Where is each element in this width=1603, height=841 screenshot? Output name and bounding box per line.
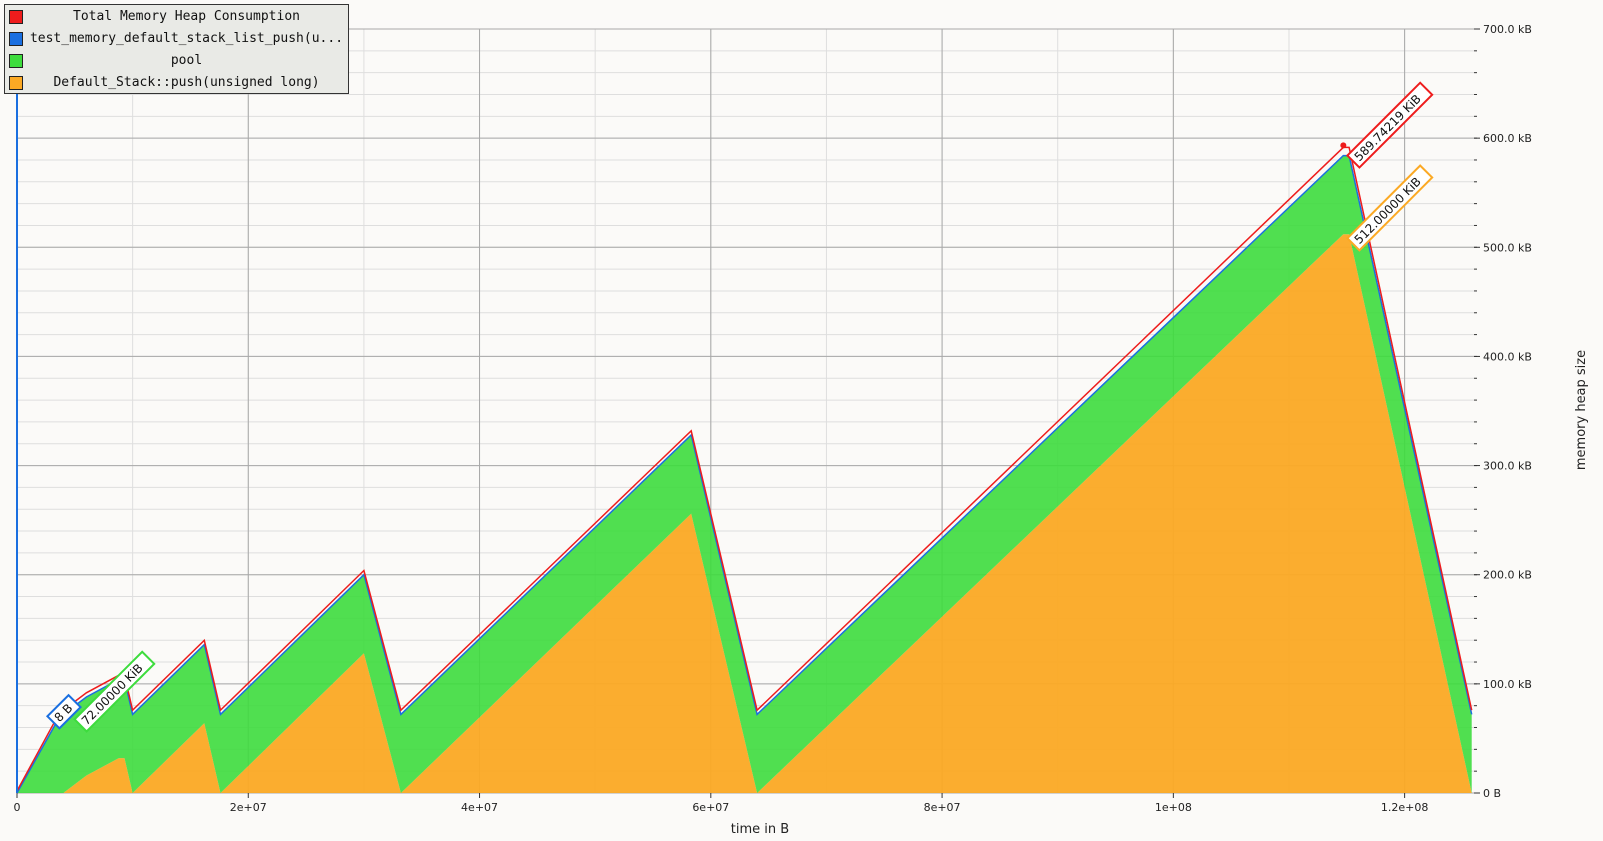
- area-default-stack-push: [17, 234, 1472, 793]
- legend-swatch-total: [9, 10, 23, 24]
- y-tick-label: 400.0 kB: [1483, 350, 1532, 363]
- annotation-test-function-box: [45, 693, 82, 730]
- legend-item-pool: pool: [5, 50, 348, 72]
- legend-item-test-function: test_memory_default_stack_list_push(u...: [5, 28, 348, 50]
- annotation-total-peak-box: [1345, 81, 1434, 169]
- x-tick-label: 4e+07: [461, 801, 498, 814]
- legend: Total Memory Heap Consumption test_memor…: [4, 4, 349, 94]
- legend-item-total: Total Memory Heap Consumption: [5, 6, 348, 28]
- legend-label-test-function: test_memory_default_stack_list_push(u...: [29, 31, 344, 46]
- legend-swatch-pool: [9, 54, 23, 68]
- y-tick-label: 700.0 kB: [1483, 23, 1532, 36]
- y-tick-label: 500.0 kB: [1483, 241, 1532, 254]
- legend-swatch-default-stack-push: [9, 76, 23, 90]
- legend-swatch-test-function: [9, 32, 23, 46]
- x-axis-title: time in B: [731, 822, 789, 837]
- legend-label-default-stack-push: Default_Stack::push(unsigned long): [53, 75, 320, 90]
- legend-label-pool: pool: [170, 53, 203, 68]
- annotation-total-peak: 589.74219 KiB: [1345, 81, 1434, 169]
- x-tick-label: 1.2e+08: [1381, 801, 1428, 814]
- y-tick-label: 0 B: [1483, 787, 1501, 800]
- x-tick-label: 6e+07: [692, 801, 729, 814]
- x-tick-label: 0: [14, 801, 21, 814]
- annotation-test-function: 8 B: [45, 693, 82, 730]
- legend-item-default-stack-push: Default_Stack::push(unsigned long): [5, 72, 348, 94]
- y-axis-title: memory heap size: [1574, 350, 1589, 470]
- x-tick-label: 1e+08: [1155, 801, 1192, 814]
- stacked-areas: [17, 155, 1472, 794]
- axes: 0 B 100.0 kB 200.0 kB 300.0 kB 400.0 kB 500.0…: [14, 23, 1532, 814]
- y-tick-label: 600.0 kB: [1483, 132, 1532, 145]
- x-tick-label: 2e+07: [230, 801, 267, 814]
- annotation-pool-box: [73, 650, 156, 733]
- y-tick-label: 200.0 kB: [1483, 569, 1532, 582]
- y-tick-label: 100.0 kB: [1483, 678, 1532, 691]
- annotation-default-stack-peak-box: [1345, 164, 1434, 252]
- x-tick-label: 8e+07: [924, 801, 961, 814]
- annotation-total-peak-text: 589.74219 KiB: [1352, 92, 1424, 164]
- peak-marker: [1340, 142, 1347, 149]
- area-pool: [17, 155, 1472, 794]
- legend-label-total: Total Memory Heap Consumption: [73, 9, 300, 24]
- y-tick-label: 300.0 kB: [1483, 460, 1532, 473]
